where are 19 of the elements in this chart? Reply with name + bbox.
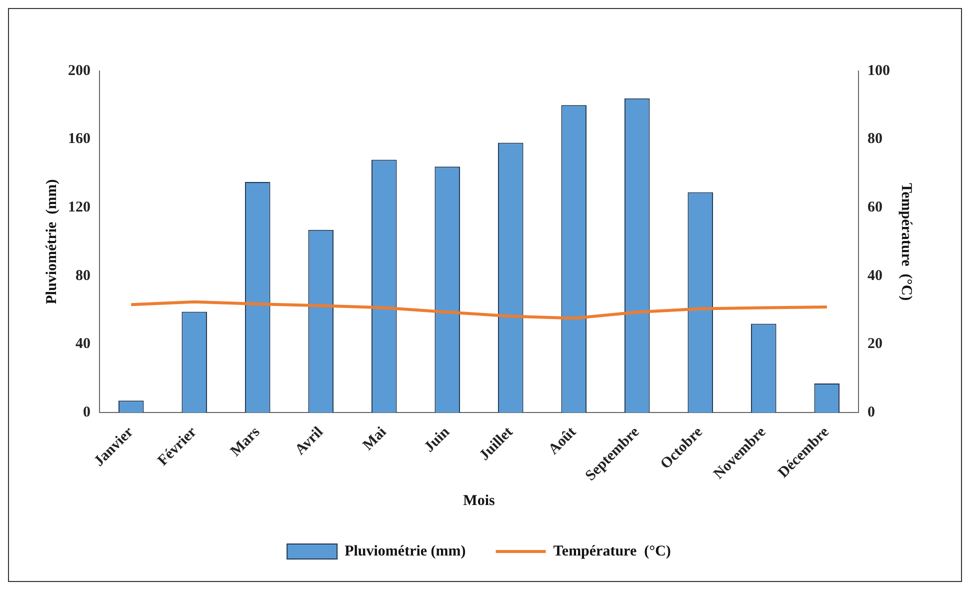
y2-tick-label: 80 [868, 131, 882, 148]
legend-label: Pluviométrie (mm) [344, 543, 466, 560]
y-tick-label: 40 [76, 336, 90, 352]
y-axis-title: Pluviométrie (mm) [44, 179, 60, 304]
legend-label: Température (°C) [553, 543, 671, 560]
y2-tick-label: 0 [868, 404, 875, 420]
y2-tick-label: 100 [868, 62, 890, 79]
y2-tick-label: 20 [868, 336, 882, 352]
y-tick-label: 0 [83, 404, 90, 420]
x-tick-label: Mai [360, 424, 390, 454]
y2-tick-label: 60 [868, 200, 882, 216]
y-tick-label: 120 [68, 200, 90, 216]
y-tick-label: 80 [76, 268, 90, 284]
y-tick-label: 160 [68, 131, 90, 148]
y-tick-label: 200 [68, 62, 90, 79]
x-axis-title: Mois [463, 492, 495, 509]
y2-tick-label: 40 [868, 268, 882, 284]
y2-axis-title: Température (°C) [898, 182, 914, 301]
x-tick-label: Juin [422, 424, 454, 456]
